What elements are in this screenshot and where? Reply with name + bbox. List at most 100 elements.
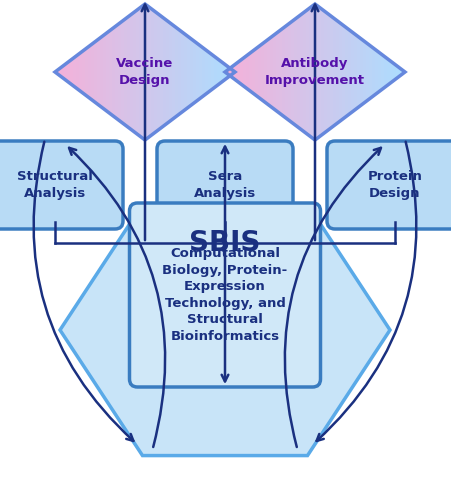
Polygon shape xyxy=(214,56,217,88)
Polygon shape xyxy=(387,58,390,86)
FancyBboxPatch shape xyxy=(129,203,321,387)
Text: SBIS: SBIS xyxy=(189,229,261,257)
Polygon shape xyxy=(306,9,309,136)
Polygon shape xyxy=(73,56,76,88)
Polygon shape xyxy=(282,27,285,117)
Polygon shape xyxy=(184,33,187,110)
Polygon shape xyxy=(124,18,127,127)
Polygon shape xyxy=(55,70,58,74)
Polygon shape xyxy=(202,47,205,97)
Polygon shape xyxy=(82,49,85,95)
Polygon shape xyxy=(312,4,315,140)
Polygon shape xyxy=(225,70,228,74)
Polygon shape xyxy=(160,15,163,129)
Polygon shape xyxy=(76,54,79,90)
Polygon shape xyxy=(303,11,306,133)
Polygon shape xyxy=(94,40,97,104)
FancyArrowPatch shape xyxy=(222,147,228,382)
Polygon shape xyxy=(324,11,327,133)
Polygon shape xyxy=(369,45,372,99)
Polygon shape xyxy=(336,20,339,124)
Polygon shape xyxy=(85,47,88,97)
Polygon shape xyxy=(228,68,231,77)
FancyBboxPatch shape xyxy=(157,141,293,229)
Polygon shape xyxy=(267,38,270,106)
Polygon shape xyxy=(190,38,193,106)
Polygon shape xyxy=(270,36,273,108)
Text: Sera
Analysis: Sera Analysis xyxy=(194,170,256,200)
Polygon shape xyxy=(148,6,151,138)
Polygon shape xyxy=(211,54,214,90)
Polygon shape xyxy=(243,56,246,88)
Polygon shape xyxy=(360,38,363,106)
Polygon shape xyxy=(384,56,387,88)
Polygon shape xyxy=(61,65,64,79)
Polygon shape xyxy=(226,65,229,79)
Polygon shape xyxy=(321,9,324,136)
Polygon shape xyxy=(193,40,196,104)
Polygon shape xyxy=(378,51,381,92)
Polygon shape xyxy=(142,4,145,140)
Polygon shape xyxy=(234,63,237,81)
Polygon shape xyxy=(309,6,312,138)
Polygon shape xyxy=(130,13,133,131)
FancyArrowPatch shape xyxy=(285,148,381,447)
Polygon shape xyxy=(381,54,384,90)
Polygon shape xyxy=(97,38,100,106)
Polygon shape xyxy=(288,22,291,122)
Polygon shape xyxy=(154,11,157,133)
Polygon shape xyxy=(399,68,402,77)
Polygon shape xyxy=(88,45,91,99)
Polygon shape xyxy=(249,51,252,92)
Polygon shape xyxy=(229,68,232,77)
FancyArrowPatch shape xyxy=(69,148,165,447)
Text: Structural
Analysis: Structural Analysis xyxy=(17,170,93,200)
Polygon shape xyxy=(127,15,130,129)
Polygon shape xyxy=(342,24,345,119)
Polygon shape xyxy=(136,9,139,136)
Polygon shape xyxy=(163,18,166,127)
Polygon shape xyxy=(178,29,181,115)
Polygon shape xyxy=(223,63,226,81)
Polygon shape xyxy=(145,4,148,140)
Polygon shape xyxy=(187,36,190,108)
Polygon shape xyxy=(133,11,136,133)
Polygon shape xyxy=(112,27,115,117)
Text: Computational
Biology, Protein-
Expression
Technology, and
Structural
Bioinforma: Computational Biology, Protein- Expressi… xyxy=(162,247,288,343)
Polygon shape xyxy=(396,65,399,79)
Polygon shape xyxy=(121,20,124,124)
Polygon shape xyxy=(315,4,318,140)
Polygon shape xyxy=(109,29,112,115)
Polygon shape xyxy=(393,63,396,81)
Polygon shape xyxy=(79,51,82,92)
Polygon shape xyxy=(139,6,142,138)
Polygon shape xyxy=(390,60,393,83)
FancyArrowPatch shape xyxy=(312,5,318,240)
Polygon shape xyxy=(217,58,220,86)
FancyArrowPatch shape xyxy=(34,142,133,441)
Polygon shape xyxy=(106,31,109,113)
FancyArrowPatch shape xyxy=(142,5,148,240)
Polygon shape xyxy=(375,49,378,95)
Polygon shape xyxy=(261,42,264,101)
Polygon shape xyxy=(333,18,336,127)
Polygon shape xyxy=(258,45,261,99)
Polygon shape xyxy=(237,60,240,83)
Polygon shape xyxy=(252,49,255,95)
Polygon shape xyxy=(100,36,103,108)
Polygon shape xyxy=(199,45,202,99)
Polygon shape xyxy=(240,58,243,86)
Polygon shape xyxy=(208,51,211,92)
Polygon shape xyxy=(330,15,333,129)
FancyArrowPatch shape xyxy=(317,142,416,441)
Polygon shape xyxy=(291,20,294,124)
Polygon shape xyxy=(205,49,208,95)
Polygon shape xyxy=(327,13,330,131)
Text: Protein
Design: Protein Design xyxy=(368,170,423,200)
Polygon shape xyxy=(366,42,369,101)
Polygon shape xyxy=(91,42,94,101)
Polygon shape xyxy=(220,60,223,83)
Polygon shape xyxy=(348,29,351,115)
Polygon shape xyxy=(264,40,267,104)
Polygon shape xyxy=(157,13,160,131)
